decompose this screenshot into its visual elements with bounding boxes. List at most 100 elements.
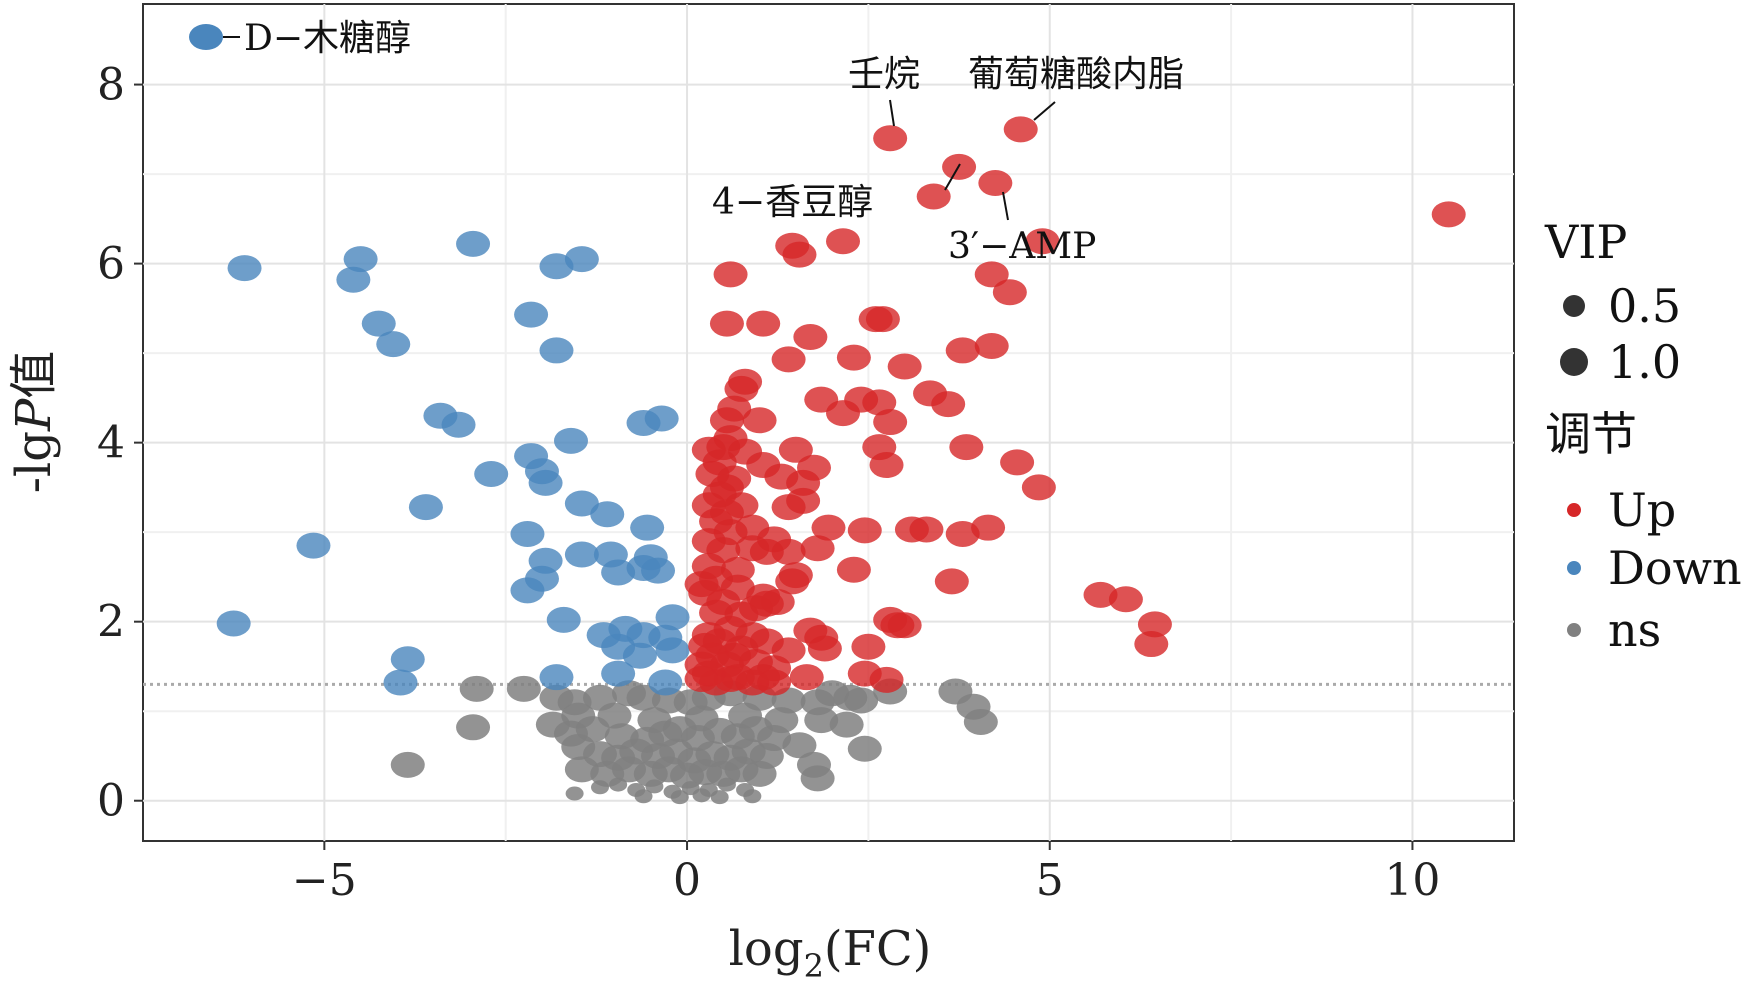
point-down bbox=[546, 606, 581, 633]
point-ns bbox=[634, 789, 653, 804]
point-ns bbox=[963, 708, 998, 735]
point-ns bbox=[564, 756, 599, 783]
point-down bbox=[343, 246, 378, 273]
annotation-label: 4−香豆醇 bbox=[712, 182, 873, 223]
point-ns bbox=[456, 714, 491, 741]
point-down bbox=[361, 310, 396, 337]
point-ns bbox=[609, 777, 628, 792]
point-down bbox=[655, 637, 690, 664]
y-tick-label: 6 bbox=[97, 239, 125, 290]
point-down bbox=[601, 660, 636, 687]
point-up bbox=[978, 170, 1013, 197]
inset-label-dot bbox=[189, 24, 223, 50]
point-up bbox=[826, 400, 861, 427]
point-up bbox=[811, 514, 846, 541]
point-up bbox=[1137, 611, 1172, 638]
point-up bbox=[775, 568, 810, 595]
point-up bbox=[916, 183, 951, 210]
y-tick-label: 4 bbox=[97, 418, 125, 469]
legend-size-dot-0 bbox=[1563, 295, 1585, 317]
point-ns bbox=[717, 777, 736, 792]
point-down bbox=[336, 266, 371, 293]
point-ns bbox=[742, 760, 777, 787]
grid-lines bbox=[143, 4, 1514, 841]
axis-ticks: −5 0 5 10 0 2 4 6 8 bbox=[97, 60, 1440, 906]
legend-down-label: Down bbox=[1608, 541, 1742, 595]
annotations: 壬烷 葡萄糖酸内脂 4−香豆醇 3′−AMP bbox=[712, 54, 1184, 267]
series-up bbox=[684, 116, 1466, 696]
point-up bbox=[793, 324, 828, 351]
point-ns bbox=[829, 711, 864, 738]
point-up bbox=[869, 666, 904, 693]
point-down bbox=[441, 411, 476, 438]
point-ns bbox=[844, 687, 879, 714]
y-tick-label: 2 bbox=[97, 597, 125, 648]
annotation-leader bbox=[944, 163, 961, 191]
point-up bbox=[862, 389, 897, 416]
x-tick-label: 0 bbox=[673, 855, 701, 906]
point-down bbox=[376, 331, 411, 358]
legend-size-dot-1 bbox=[1560, 348, 1588, 376]
point-up bbox=[771, 346, 806, 373]
point-ns bbox=[782, 732, 817, 759]
point-up bbox=[974, 332, 1009, 359]
point-down bbox=[528, 469, 563, 496]
point-down bbox=[474, 460, 509, 487]
point-ns bbox=[459, 675, 494, 702]
x-tick-label: 5 bbox=[1036, 855, 1064, 906]
point-up bbox=[887, 612, 922, 639]
point-up bbox=[1000, 449, 1035, 476]
point-down bbox=[514, 301, 549, 328]
point-ns bbox=[800, 765, 835, 792]
point-down bbox=[641, 557, 676, 584]
point-down bbox=[648, 669, 683, 696]
point-down bbox=[553, 427, 588, 454]
x-tick-label: 10 bbox=[1384, 855, 1440, 906]
point-up bbox=[771, 494, 806, 521]
annotation-leader bbox=[1002, 191, 1009, 221]
point-ns bbox=[506, 675, 541, 702]
series-ns bbox=[390, 675, 998, 805]
point-up bbox=[865, 306, 900, 333]
point-up bbox=[945, 337, 980, 364]
legend-up-dot bbox=[1567, 503, 1581, 517]
point-up bbox=[749, 590, 784, 617]
point-up bbox=[931, 391, 966, 418]
legend-ns-label: ns bbox=[1608, 603, 1661, 657]
point-up bbox=[807, 635, 842, 662]
x-axis-title: log2(FC) bbox=[729, 921, 932, 985]
annotation-label: 葡萄糖酸内脂 bbox=[968, 54, 1184, 95]
point-up bbox=[1108, 586, 1143, 613]
point-up bbox=[909, 516, 944, 543]
point-down bbox=[510, 577, 545, 604]
point-down bbox=[296, 532, 331, 559]
point-down bbox=[456, 230, 491, 257]
point-up bbox=[1431, 201, 1466, 228]
point-up bbox=[746, 310, 781, 337]
legend: VIP 0.5 1.0 调节 Up Down ns bbox=[1544, 215, 1742, 657]
legend-size-title: VIP bbox=[1544, 215, 1627, 269]
point-up bbox=[771, 538, 806, 565]
inset-label-text: D−木糖醇 bbox=[244, 18, 411, 59]
point-ns bbox=[692, 788, 711, 803]
point-up bbox=[800, 535, 835, 562]
point-down bbox=[630, 514, 665, 541]
point-up bbox=[757, 669, 792, 696]
point-ns bbox=[626, 684, 661, 711]
data-points bbox=[216, 116, 1466, 805]
point-down bbox=[655, 604, 690, 631]
point-down bbox=[227, 255, 262, 282]
point-down bbox=[216, 610, 251, 637]
x-tick-label: −5 bbox=[292, 855, 357, 906]
point-up bbox=[826, 228, 861, 255]
point-ns bbox=[847, 735, 882, 762]
point-up bbox=[836, 344, 871, 371]
point-ns bbox=[565, 786, 584, 801]
point-up bbox=[873, 125, 908, 152]
inset-label: D−木糖醇 bbox=[189, 18, 411, 59]
point-up bbox=[949, 434, 984, 461]
point-down bbox=[564, 246, 599, 273]
y-tick-label: 0 bbox=[97, 776, 125, 827]
point-up bbox=[887, 353, 922, 380]
